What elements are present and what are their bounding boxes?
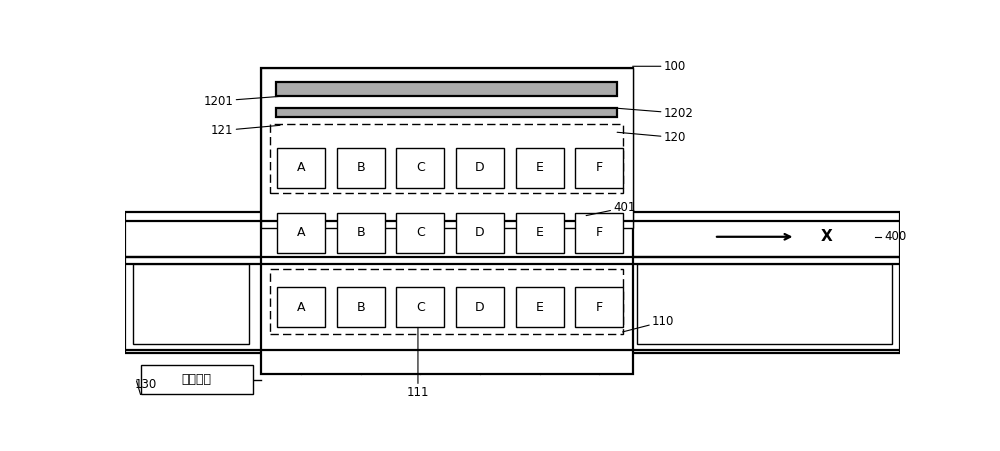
Text: 1202: 1202 bbox=[613, 106, 694, 120]
Bar bbox=[261, 68, 633, 373]
Text: A: A bbox=[297, 226, 305, 239]
Bar bbox=[516, 213, 564, 253]
Text: B: B bbox=[356, 301, 365, 314]
Text: A: A bbox=[297, 301, 305, 314]
Bar bbox=[125, 212, 900, 262]
Bar bbox=[516, 148, 564, 188]
Text: 121: 121 bbox=[211, 124, 280, 137]
Text: D: D bbox=[475, 226, 485, 239]
Text: X: X bbox=[820, 229, 832, 244]
Text: F: F bbox=[596, 301, 603, 314]
Bar bbox=[575, 148, 623, 188]
Text: A: A bbox=[297, 161, 305, 175]
Bar bbox=[337, 148, 385, 188]
Text: C: C bbox=[416, 226, 425, 239]
Bar bbox=[516, 287, 564, 327]
Text: 120: 120 bbox=[617, 131, 686, 144]
Bar bbox=[270, 269, 623, 334]
Bar bbox=[575, 213, 623, 253]
Text: E: E bbox=[536, 161, 544, 175]
Bar bbox=[276, 82, 617, 96]
Bar bbox=[276, 108, 617, 117]
Bar bbox=[396, 148, 444, 188]
Bar bbox=[575, 287, 623, 327]
Bar bbox=[140, 365, 253, 395]
Text: C: C bbox=[416, 301, 425, 314]
Bar bbox=[270, 124, 623, 193]
Text: D: D bbox=[475, 301, 485, 314]
Bar bbox=[637, 264, 892, 344]
Text: B: B bbox=[356, 161, 365, 175]
Text: D: D bbox=[475, 161, 485, 175]
Text: 401: 401 bbox=[586, 201, 636, 216]
Bar bbox=[125, 257, 900, 353]
Bar bbox=[133, 264, 249, 344]
Bar bbox=[456, 148, 504, 188]
Text: F: F bbox=[596, 161, 603, 175]
Text: 1201: 1201 bbox=[204, 95, 288, 107]
Text: 130: 130 bbox=[134, 378, 157, 391]
Bar bbox=[261, 68, 633, 228]
Text: E: E bbox=[536, 301, 544, 314]
Bar bbox=[277, 148, 325, 188]
Text: 100: 100 bbox=[633, 60, 686, 73]
Bar bbox=[277, 213, 325, 253]
Text: B: B bbox=[356, 226, 365, 239]
Text: C: C bbox=[416, 161, 425, 175]
Bar bbox=[337, 213, 385, 253]
Text: 400: 400 bbox=[885, 230, 907, 243]
Text: F: F bbox=[596, 226, 603, 239]
Bar bbox=[456, 287, 504, 327]
Text: 110: 110 bbox=[623, 315, 674, 332]
Text: E: E bbox=[536, 226, 544, 239]
Text: 111: 111 bbox=[407, 327, 429, 399]
Bar bbox=[277, 287, 325, 327]
Bar bbox=[337, 287, 385, 327]
Bar bbox=[456, 213, 504, 253]
Text: 控制模块: 控制模块 bbox=[182, 373, 212, 386]
Bar bbox=[396, 287, 444, 327]
Bar bbox=[396, 213, 444, 253]
